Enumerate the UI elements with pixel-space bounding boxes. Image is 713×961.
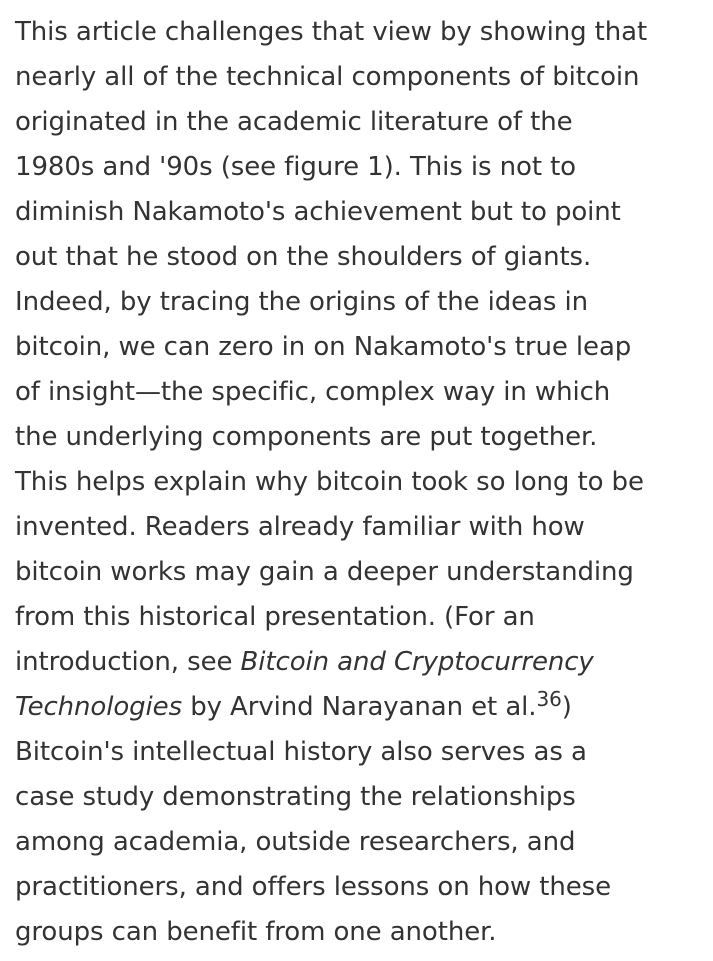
book-title: Bitcoin and Cryptocurrency Technologies <box>15 647 594 722</box>
article-paragraph: This article challenges that view by sho… <box>15 10 713 955</box>
citation-reference[interactable]: 36 <box>536 687 562 711</box>
author-attribution: by Arvind Narayanan et al. <box>182 692 537 722</box>
paragraph-text-intro: This article challenges that view by sho… <box>15 17 648 677</box>
paragraph-text-conclusion: ) Bitcoin's intellectual history also se… <box>15 692 611 947</box>
